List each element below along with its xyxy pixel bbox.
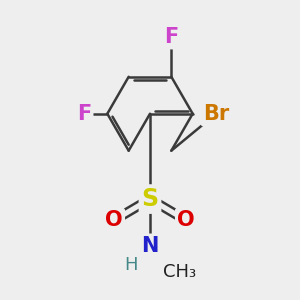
Text: H: H bbox=[124, 256, 137, 274]
Text: CH₃: CH₃ bbox=[163, 262, 196, 280]
Text: Br: Br bbox=[203, 104, 229, 124]
Text: F: F bbox=[164, 27, 178, 47]
Text: O: O bbox=[105, 210, 122, 230]
Text: O: O bbox=[178, 210, 195, 230]
Text: S: S bbox=[141, 187, 159, 211]
Text: N: N bbox=[141, 236, 159, 256]
Text: F: F bbox=[77, 104, 91, 124]
